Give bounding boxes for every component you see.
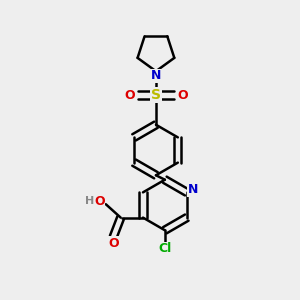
Text: O: O: [108, 237, 119, 250]
Text: O: O: [177, 88, 188, 101]
Text: N: N: [188, 183, 199, 196]
Text: Cl: Cl: [158, 242, 172, 255]
Text: S: S: [151, 88, 161, 102]
Text: O: O: [124, 88, 134, 101]
Text: N: N: [151, 69, 161, 82]
Text: O: O: [94, 195, 105, 208]
Text: H: H: [85, 196, 94, 206]
